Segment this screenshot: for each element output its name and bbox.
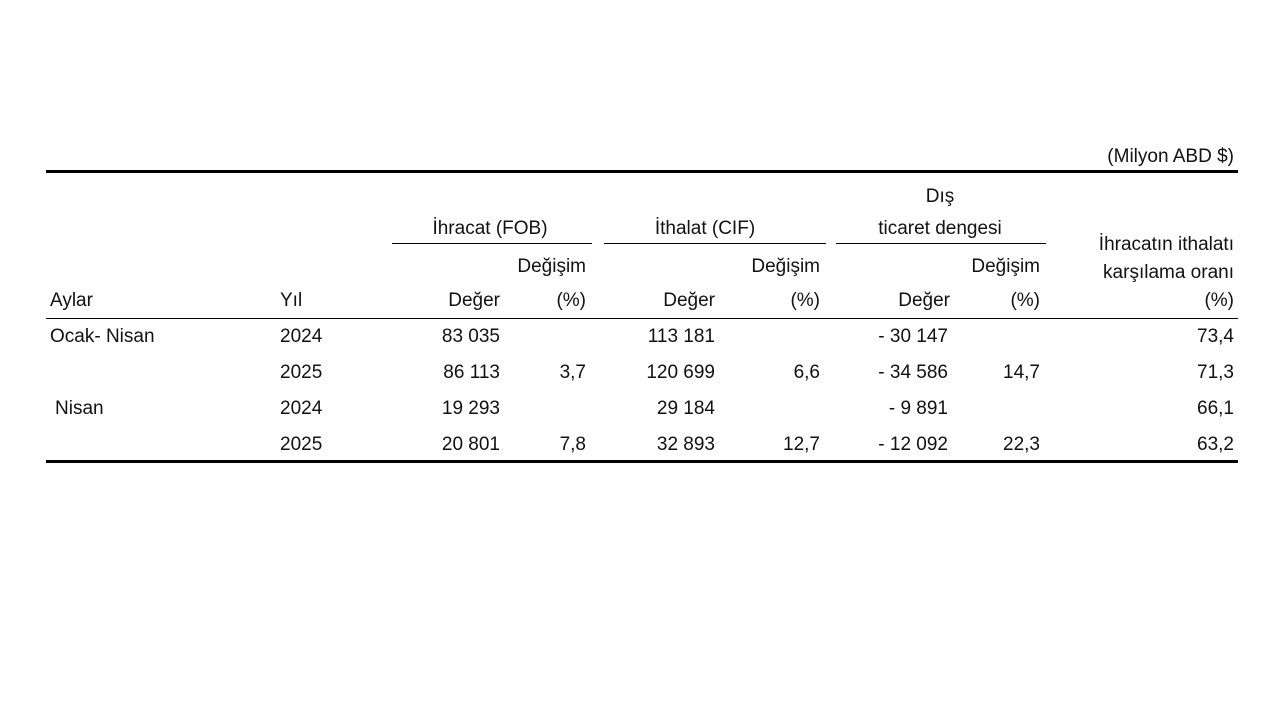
row-export-value: 19 293 [441, 398, 500, 419]
row-year: 2024 [280, 326, 323, 347]
row-coverage-ratio: 73,4 [1197, 326, 1234, 347]
row-export-value: 83 035 [441, 326, 500, 347]
header-oran-line1: İhracatın ithalatı [1098, 234, 1234, 255]
row-balance-value: - 30 147 [878, 326, 948, 347]
header-yil: Yıl [280, 290, 303, 311]
row-year: 2025 [280, 434, 323, 455]
row-balance-value: - 12 092 [878, 434, 948, 455]
denge-underline [836, 243, 1046, 244]
row-import-change: 6,6 [793, 362, 820, 383]
header-deger-ihracat: Değer [448, 290, 500, 311]
header-degisim-denge: Değişim [971, 256, 1040, 277]
row-import-value: 120 699 [646, 362, 715, 383]
row-year: 2025 [280, 362, 323, 383]
header-degisim-ihracat: Değişim [517, 256, 586, 277]
row-balance-change: 22,3 [1003, 434, 1040, 455]
header-oran-line2: karşılama oranı [1103, 262, 1234, 283]
header-denge-line1: Dış [925, 186, 955, 207]
table-bottom-rule [46, 460, 1238, 463]
ihracat-underline [392, 243, 592, 244]
header-deger-ithalat: Değer [663, 290, 715, 311]
unit-note: (Milyon ABD $) [1107, 146, 1234, 167]
row-period: Ocak- Nisan [50, 326, 155, 347]
header-ithalat: İthalat (CIF) [654, 218, 756, 239]
header-pct-ithalat: (%) [790, 290, 820, 311]
row-export-change: 7,8 [559, 434, 586, 455]
header-degisim-ithalat: Değişim [751, 256, 820, 277]
header-bottom-rule [46, 318, 1238, 319]
row-import-value: 113 181 [647, 326, 715, 347]
header-deger-denge: Değer [898, 290, 950, 311]
row-import-change: 12,7 [783, 434, 820, 455]
table-top-rule [46, 170, 1238, 173]
header-pct-denge: (%) [1010, 290, 1040, 311]
header-pct-ihracat: (%) [556, 290, 586, 311]
header-oran-unit: (%) [1204, 290, 1234, 311]
row-import-value: 32 893 [656, 434, 715, 455]
row-export-change: 3,7 [559, 362, 586, 383]
row-export-value: 20 801 [441, 434, 500, 455]
row-coverage-ratio: 66,1 [1197, 398, 1234, 419]
row-balance-value: - 34 586 [878, 362, 948, 383]
header-denge-line2: ticaret dengesi [878, 218, 1002, 239]
ithalat-underline [604, 243, 826, 244]
row-year: 2024 [280, 398, 323, 419]
row-balance-change: 14,7 [1003, 362, 1040, 383]
header-ihracat: İhracat (FOB) [432, 218, 548, 239]
row-export-value: 86 113 [443, 362, 500, 383]
header-aylar: Aylar [50, 290, 93, 311]
row-period: Nisan [55, 398, 104, 419]
row-coverage-ratio: 71,3 [1197, 362, 1234, 383]
row-import-value: 29 184 [656, 398, 715, 419]
row-coverage-ratio: 63,2 [1197, 434, 1234, 455]
row-balance-value: - 9 891 [888, 398, 948, 419]
